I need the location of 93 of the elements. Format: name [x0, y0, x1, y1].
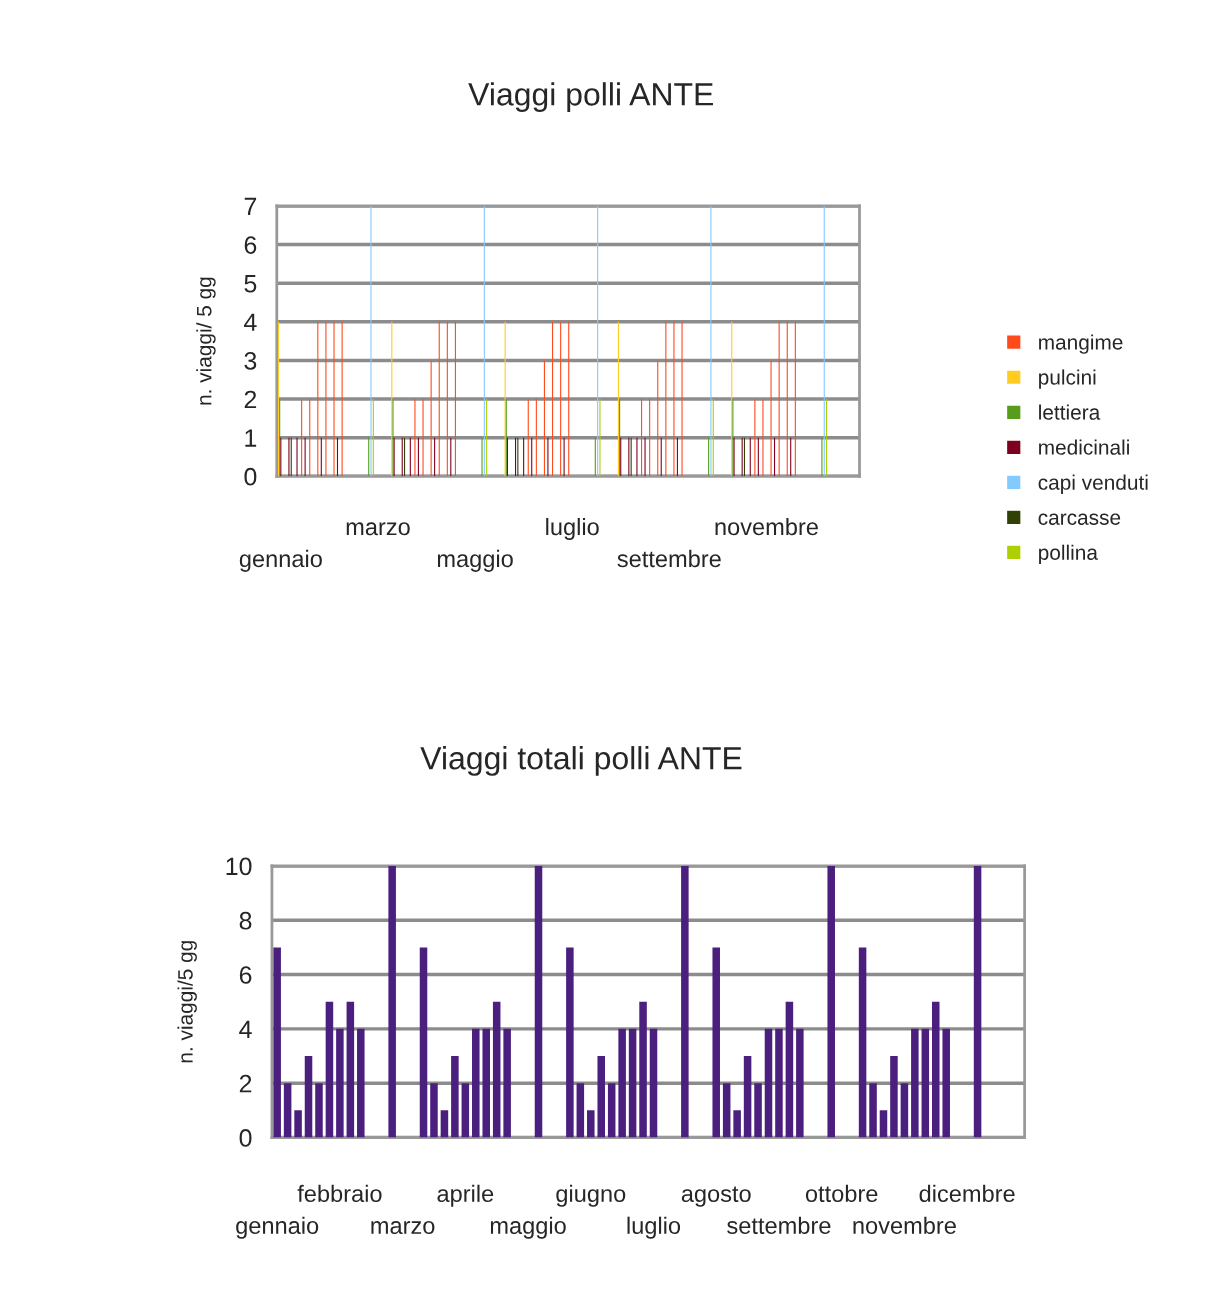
bar — [879, 1110, 888, 1138]
x-tick-label: settembre — [727, 1216, 831, 1235]
x-tick-label: novembre — [715, 517, 818, 536]
legend-label: lettiera — [1039, 404, 1101, 420]
bar — [890, 1056, 898, 1138]
y-axis-title: n. viaggi/ 5 gg — [196, 277, 216, 405]
y-tick-label: 7 — [244, 197, 257, 216]
bar — [722, 1083, 731, 1138]
bar — [743, 1056, 752, 1138]
bar — [482, 1028, 490, 1138]
bar — [931, 1001, 940, 1138]
bar — [973, 865, 982, 1138]
bar — [764, 1028, 773, 1138]
bar — [733, 1110, 741, 1138]
bar — [492, 1001, 501, 1138]
bar — [900, 1083, 909, 1138]
bar — [628, 1028, 637, 1138]
bar — [649, 1028, 658, 1138]
bar — [304, 1056, 313, 1138]
bar — [273, 947, 281, 1138]
bar — [587, 1110, 595, 1138]
x-tick-label: giugno — [556, 1184, 626, 1207]
x-tick-label: gennaio — [236, 1216, 319, 1239]
x-tick-label: dicembre — [919, 1184, 1015, 1203]
y-tick-label: 10 — [226, 857, 252, 876]
y-tick-label: 3 — [244, 352, 257, 370]
bar — [534, 865, 543, 1138]
x-tick-label: marzo — [371, 1221, 435, 1235]
bar — [911, 1028, 919, 1138]
bar — [440, 1110, 449, 1138]
x-tick-label: aprile — [437, 1184, 494, 1207]
y-tick-label: 6 — [239, 966, 252, 984]
legend-label: mangime — [1039, 334, 1123, 354]
legend-label: pulcini — [1039, 369, 1096, 389]
legend-label: medicinali — [1039, 439, 1129, 455]
bar — [315, 1083, 323, 1138]
bar — [942, 1028, 950, 1138]
x-tick-label: luglio — [546, 517, 599, 540]
y-tick-label: 0 — [239, 1129, 252, 1147]
bar — [472, 1028, 480, 1138]
bar — [419, 947, 428, 1138]
y-axis-title: n. viaggi/5 gg — [177, 941, 197, 1063]
x-tick-label: marzo — [346, 522, 410, 536]
bar — [607, 1083, 616, 1138]
bar — [346, 1001, 355, 1138]
bar — [430, 1083, 438, 1138]
y-tick-label: 2 — [244, 390, 257, 409]
bar — [503, 1028, 511, 1138]
bar — [451, 1056, 459, 1138]
bar — [869, 1083, 877, 1138]
bar — [827, 865, 835, 1138]
bar — [639, 1001, 647, 1138]
y-tick-label: 1 — [245, 429, 257, 447]
bar — [461, 1083, 470, 1138]
x-tick-label: febbraio — [297, 1184, 382, 1203]
legend-label: capi venduti — [1038, 474, 1148, 494]
bar — [681, 865, 689, 1138]
bar — [754, 1083, 762, 1138]
x-tick-label: novembre — [853, 1216, 956, 1235]
x-tick-label: gennaio — [239, 549, 322, 572]
y-tick-label: 4 — [244, 313, 257, 331]
bar — [597, 1056, 605, 1138]
legend-label: carcasse — [1038, 513, 1121, 525]
chart-title: Viaggi polli ANTE — [468, 82, 713, 112]
chart-title: Viaggi totali polli ANTE — [420, 746, 742, 776]
bar — [921, 1028, 930, 1138]
bar — [336, 1028, 344, 1138]
bar — [325, 1001, 334, 1138]
y-tick-label: 6 — [244, 236, 257, 254]
x-tick-label: luglio — [627, 1216, 681, 1239]
bar — [618, 1028, 626, 1138]
x-tick-label: maggio — [437, 549, 513, 572]
y-tick-label: 8 — [239, 911, 252, 930]
x-tick-label: ottobre — [805, 1184, 878, 1203]
x-tick-label: agosto — [681, 1186, 751, 1207]
x-tick-label: settembre — [617, 549, 721, 568]
bar — [283, 1083, 292, 1138]
bar — [294, 1110, 302, 1138]
bar — [775, 1028, 783, 1138]
bar — [796, 1028, 804, 1138]
bar — [858, 947, 867, 1138]
y-tick-label: 0 — [244, 467, 257, 486]
bar — [712, 947, 720, 1138]
x-tick-label: maggio — [490, 1216, 566, 1239]
bar — [388, 865, 396, 1138]
y-tick-label: 2 — [239, 1074, 252, 1093]
bar — [566, 947, 574, 1138]
y-tick-label: 4 — [239, 1020, 252, 1038]
y-tick-label: 5 — [244, 275, 257, 293]
bar — [785, 1001, 794, 1138]
legend-label: pollina — [1039, 544, 1098, 565]
bar — [576, 1083, 585, 1138]
bar — [357, 1028, 365, 1138]
